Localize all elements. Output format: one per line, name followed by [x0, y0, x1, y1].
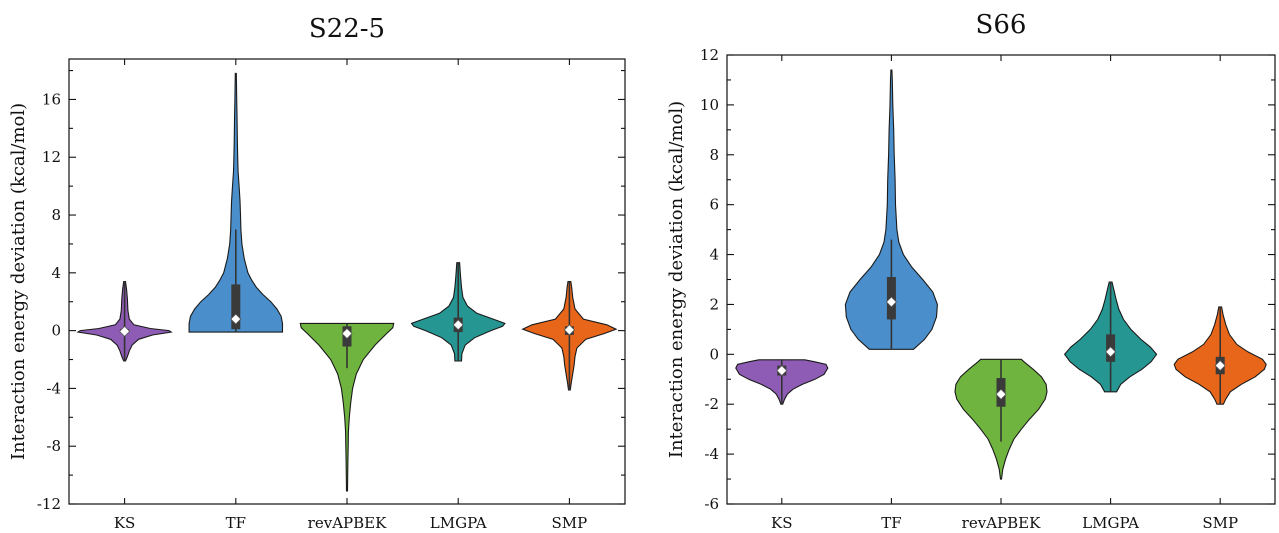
y-tick-label: -8 — [46, 437, 61, 455]
y-tick-label: 8 — [709, 146, 719, 164]
y-tick-label: 16 — [42, 90, 61, 108]
x-axis: KS TF revAPBEK LMGPA SMP — [771, 55, 1238, 532]
violin-TF — [188, 72, 284, 333]
median-marker-revAPBEK — [341, 327, 353, 340]
y-axis-label: Interaction energy deviation (kcal/mol) — [666, 101, 687, 458]
y-tick-label: -4 — [46, 379, 61, 397]
median-marker-SMP — [1214, 359, 1226, 372]
x-category-label: TF — [226, 514, 246, 532]
median-marker-TF — [230, 313, 242, 325]
median-marker-TF — [885, 296, 897, 308]
y-tick-label: 0 — [51, 322, 61, 340]
x-category-label: TF — [881, 514, 901, 532]
y-tick-label: -12 — [37, 495, 61, 513]
y-tick-label: 10 — [700, 96, 719, 114]
chart-title: S22-5 — [309, 14, 385, 44]
chart-title: S66 — [976, 10, 1027, 40]
x-axis: KS TF revAPBEK LMGPA SMP — [114, 59, 587, 532]
y-tick-label: 0 — [709, 345, 719, 363]
chart-panel-2: S66 Interaction energy deviation (kcal/mo… — [666, 10, 1276, 532]
violins — [76, 72, 618, 492]
median-marker-KS — [119, 325, 131, 337]
y-tick-label: 4 — [709, 246, 719, 264]
violin-TF — [844, 69, 938, 350]
violins — [735, 69, 1267, 480]
median-marker-LMGPA — [452, 319, 464, 331]
median-marker-KS — [776, 364, 788, 377]
y-tick-label: -6 — [704, 495, 719, 513]
x-category-label: LMGPA — [1082, 514, 1139, 532]
x-category-label: KS — [114, 514, 135, 532]
y-axis: -12 -8 -4 0 4 8 12 16 — [37, 70, 625, 513]
y-tick-label: -2 — [704, 395, 719, 413]
x-category-label: revAPBEK — [962, 514, 1041, 532]
x-category-label: LMGPA — [430, 514, 487, 532]
violin-revAPBEK — [299, 322, 395, 492]
y-tick-label: 12 — [42, 148, 61, 166]
x-category-label: SMP — [1202, 514, 1238, 532]
y-axis: -6 -4 -2 0 2 4 6 8 10 12 — [700, 46, 1275, 513]
x-category-label: SMP — [552, 514, 588, 532]
chart-panel-1: S22-5 Interaction energy deviation (kcal/… — [8, 14, 626, 532]
median-marker-revAPBEK — [995, 388, 1007, 400]
median-marker-LMGPA — [1105, 346, 1117, 358]
median-marker-SMP — [563, 324, 575, 336]
y-tick-label: 4 — [51, 264, 61, 282]
y-axis-label: Interaction energy deviation (kcal/mol) — [8, 103, 29, 460]
y-tick-label: 8 — [51, 206, 61, 224]
y-tick-label: 6 — [709, 196, 719, 214]
y-tick-label: 12 — [700, 46, 719, 64]
y-tick-label: -4 — [704, 445, 719, 463]
x-category-label: revAPBEK — [308, 514, 387, 532]
iqr-box-TF — [231, 284, 241, 330]
x-category-label: KS — [771, 514, 792, 532]
y-tick-label: 2 — [709, 295, 719, 313]
